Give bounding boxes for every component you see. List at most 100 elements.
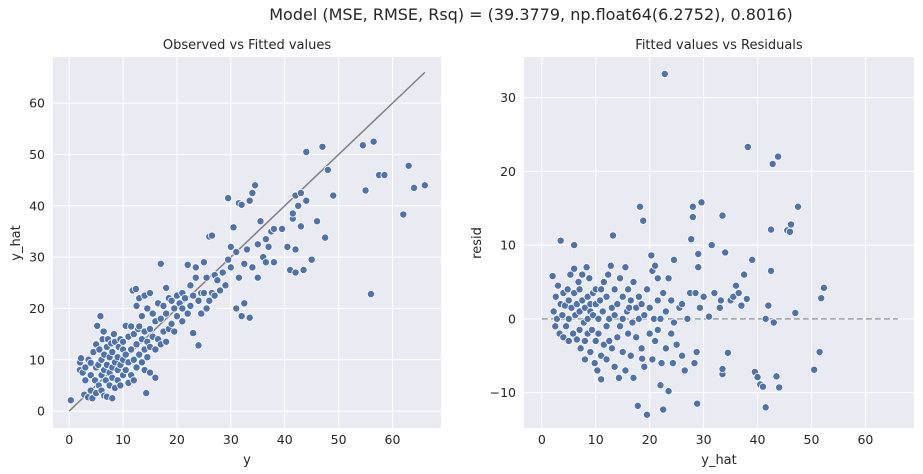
fitted-vs-residuals-point xyxy=(629,373,638,382)
observed-vs-fitted-point xyxy=(132,340,141,349)
fitted-vs-residuals-point xyxy=(613,333,622,342)
observed-vs-fitted-point xyxy=(109,330,118,339)
observed-vs-fitted-point xyxy=(151,373,160,382)
fitted-vs-residuals-point xyxy=(651,336,660,345)
observed-vs-fitted-point xyxy=(156,314,165,323)
fitted-vs-residuals-point xyxy=(683,314,692,323)
fitted-vs-residuals-point xyxy=(599,340,608,349)
observed-vs-fitted-point xyxy=(358,141,367,150)
observed-vs-fitted-x-tick-label: 40 xyxy=(277,432,293,447)
observed-vs-fitted-point xyxy=(218,268,227,277)
fitted-vs-residuals-point xyxy=(785,227,794,236)
fitted-vs-residuals-point xyxy=(590,359,599,368)
fitted-vs-residuals-ylabel: resid xyxy=(470,227,485,259)
fitted-vs-residuals-y-tick-label: 20 xyxy=(500,164,516,179)
observed-vs-fitted-x-tick-label: 60 xyxy=(385,432,401,447)
fitted-vs-residuals-point xyxy=(572,300,581,309)
fitted-vs-residuals-point xyxy=(587,325,596,334)
fitted-vs-residuals-point xyxy=(718,364,727,373)
observed-vs-fitted-point xyxy=(108,394,117,403)
fitted-vs-residuals-point xyxy=(678,351,687,360)
fitted-vs-residuals-point xyxy=(551,322,560,331)
observed-vs-fitted-point xyxy=(261,258,270,267)
fitted-vs-residuals-point xyxy=(761,403,770,412)
fitted-vs-residuals-point xyxy=(767,266,776,275)
fitted-vs-residuals-point xyxy=(570,289,579,298)
observed-vs-fitted-point xyxy=(121,350,130,359)
fitted-vs-residuals-point xyxy=(761,314,770,323)
fitted-vs-residuals-point xyxy=(810,365,819,374)
observed-vs-fitted-point xyxy=(86,358,95,367)
fitted-vs-residuals-point xyxy=(737,301,746,310)
fitted-vs-residuals-point xyxy=(549,307,558,316)
fitted-vs-residuals-point xyxy=(660,69,669,78)
observed-vs-fitted-point xyxy=(299,265,308,274)
fitted-vs-residuals-point xyxy=(656,314,665,323)
fitted-vs-residuals-point xyxy=(672,340,681,349)
observed-vs-fitted-point xyxy=(224,255,233,264)
observed-vs-fitted-panel: Observed vs Fitted values y y_hat 0 10 20 3… xyxy=(9,38,441,468)
fitted-vs-residuals-point xyxy=(659,289,668,298)
fitted-vs-residuals-point xyxy=(604,270,613,279)
observed-vs-fitted-point xyxy=(129,376,138,385)
fitted-vs-residuals-point xyxy=(758,382,767,391)
fitted-vs-residuals-point xyxy=(815,348,824,357)
observed-vs-fitted-point xyxy=(210,291,219,300)
fitted-vs-residuals-point xyxy=(661,307,670,316)
observed-vs-fitted-point xyxy=(224,194,233,203)
fitted-vs-residuals-point xyxy=(551,292,560,301)
fitted-vs-residuals-point xyxy=(723,348,732,357)
observed-vs-fitted-point xyxy=(261,235,270,244)
fitted-vs-residuals-point xyxy=(575,285,584,294)
observed-vs-fitted-y-tick-label: 60 xyxy=(29,96,45,111)
fitted-vs-residuals-point xyxy=(710,289,719,298)
observed-vs-fitted-point xyxy=(321,233,330,242)
fitted-vs-residuals-x-tick-label: 20 xyxy=(642,432,658,447)
observed-vs-fitted-point xyxy=(302,196,311,205)
observed-vs-fitted-point xyxy=(307,255,316,264)
observed-vs-fitted-point xyxy=(199,258,208,267)
observed-vs-fitted-point xyxy=(170,304,179,313)
observed-vs-fitted-point xyxy=(135,322,144,331)
fitted-vs-residuals-point xyxy=(564,314,573,323)
observed-vs-fitted-point xyxy=(291,268,300,277)
fitted-vs-residuals-point xyxy=(566,270,575,279)
observed-vs-fitted-point xyxy=(399,210,408,219)
fitted-vs-residuals-point xyxy=(656,381,665,390)
observed-vs-fitted-point xyxy=(191,273,200,282)
fitted-vs-residuals-point xyxy=(640,311,649,320)
fitted-vs-residuals-point xyxy=(645,303,654,312)
fitted-vs-residuals-point xyxy=(742,294,751,303)
observed-vs-fitted-x-tick-label: 0 xyxy=(65,432,73,447)
fitted-vs-residuals-point xyxy=(593,366,602,375)
fitted-vs-residuals-x-tick-label: 50 xyxy=(804,432,820,447)
fitted-vs-residuals-point xyxy=(626,296,635,305)
fitted-vs-residuals-point xyxy=(688,213,697,222)
fitted-vs-residuals-point xyxy=(574,277,583,286)
fitted-vs-residuals-point xyxy=(678,300,687,309)
observed-vs-fitted-point xyxy=(410,183,419,192)
fitted-vs-residuals-point xyxy=(553,281,562,290)
observed-vs-fitted-point xyxy=(99,327,108,336)
figure-suptitle: Model (MSE, RMSE, Rsq) = (39.3779, np.fl… xyxy=(269,5,793,24)
fitted-vs-residuals-point xyxy=(693,399,702,408)
fitted-vs-residuals-point xyxy=(583,292,592,301)
observed-vs-fitted-point xyxy=(205,296,214,305)
observed-vs-fitted-point xyxy=(142,389,151,398)
observed-vs-fitted-point xyxy=(183,309,192,318)
fitted-vs-residuals-point xyxy=(594,329,603,338)
fitted-vs-residuals-point xyxy=(633,401,642,410)
observed-vs-fitted-point xyxy=(202,304,211,313)
fitted-vs-residuals-point xyxy=(589,311,598,320)
fitted-vs-residuals-x-tick-label: 60 xyxy=(857,432,873,447)
fitted-vs-residuals-point xyxy=(634,314,643,323)
fitted-vs-residuals-point xyxy=(625,303,634,312)
observed-vs-fitted-point xyxy=(186,301,195,310)
fitted-vs-residuals-point xyxy=(651,261,660,270)
observed-vs-fitted-point xyxy=(313,217,322,226)
fitted-vs-residuals-point xyxy=(734,289,743,298)
fitted-vs-residuals-point xyxy=(718,211,727,220)
fitted-vs-residuals-point xyxy=(743,142,752,151)
fitted-vs-residuals-point xyxy=(572,335,581,344)
fitted-vs-residuals-point xyxy=(687,235,696,244)
